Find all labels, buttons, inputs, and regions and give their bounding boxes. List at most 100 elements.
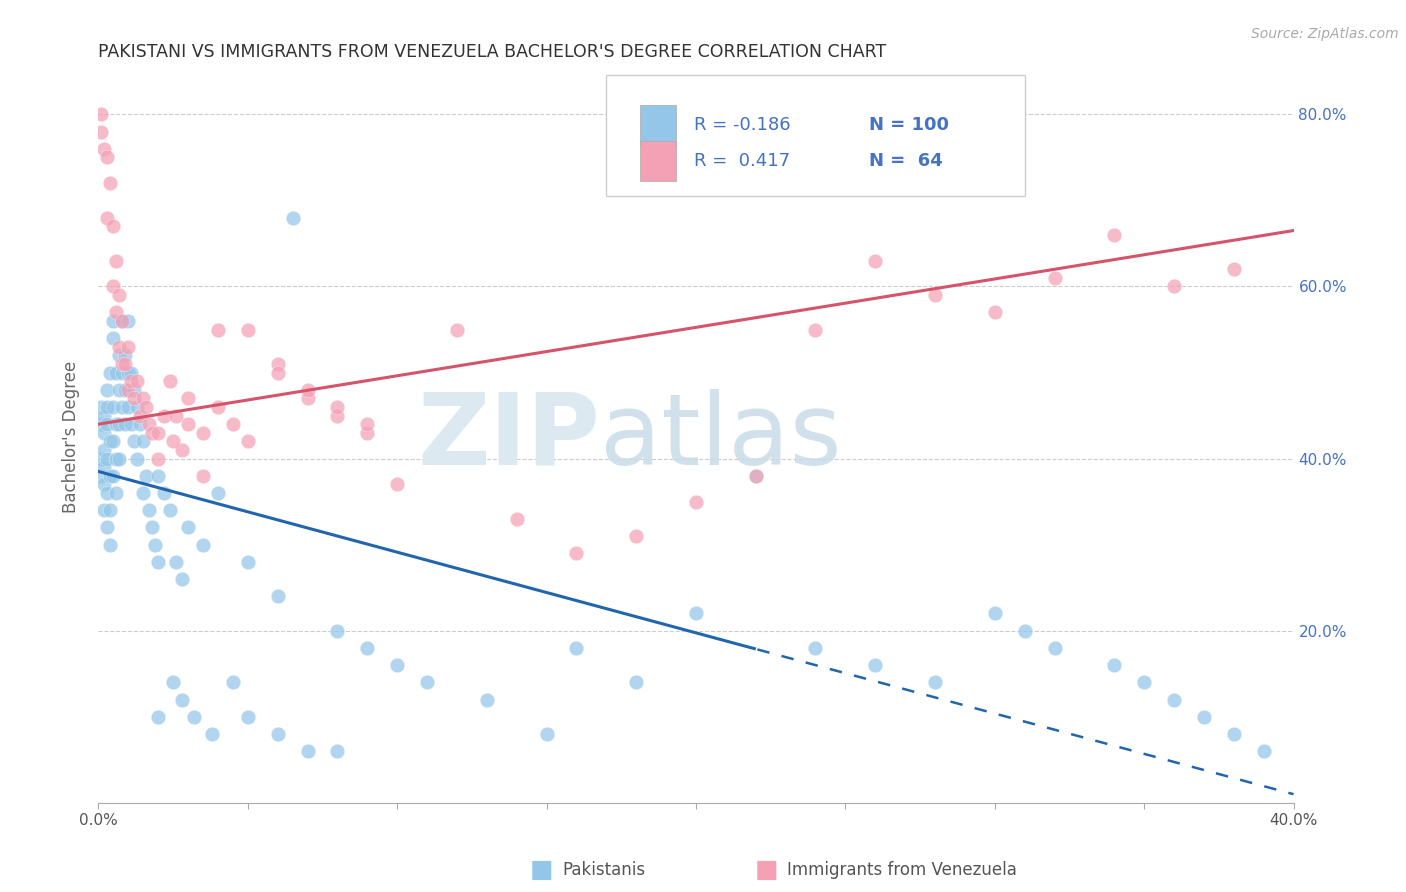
Point: [297, 383, 319, 397]
Point: [475, 692, 498, 706]
Point: [111, 314, 134, 328]
Text: atlas: atlas: [600, 389, 842, 485]
Point: [96, 400, 118, 414]
Point: [93, 425, 115, 440]
Point: [114, 348, 136, 362]
Point: [90, 400, 112, 414]
Point: [124, 383, 146, 397]
Point: [1043, 271, 1066, 285]
Point: [90, 451, 112, 466]
Point: [685, 607, 707, 621]
Point: [1104, 227, 1126, 242]
Point: [236, 710, 259, 724]
Text: ■: ■: [530, 858, 553, 881]
Point: [297, 744, 319, 758]
Point: [201, 727, 224, 741]
Point: [103, 468, 125, 483]
Point: [267, 357, 290, 371]
Point: [356, 425, 378, 440]
Point: [132, 486, 155, 500]
Point: [267, 589, 290, 603]
Point: [103, 314, 125, 328]
Point: [326, 744, 349, 758]
Point: [98, 538, 122, 552]
Point: [96, 150, 118, 164]
Point: [267, 366, 290, 380]
Point: [129, 417, 152, 432]
Point: [165, 409, 187, 423]
Point: [138, 503, 160, 517]
Point: [385, 477, 409, 491]
Point: [120, 374, 142, 388]
Point: [148, 425, 170, 440]
Point: [105, 305, 128, 319]
Point: [135, 468, 157, 483]
Text: Immigrants from Venezuela: Immigrants from Venezuela: [787, 861, 1017, 879]
Text: ■: ■: [755, 858, 778, 881]
Point: [90, 468, 112, 483]
Point: [177, 392, 200, 406]
Point: [1192, 710, 1215, 724]
Point: [117, 400, 139, 414]
Point: [191, 425, 214, 440]
Point: [804, 640, 827, 655]
Point: [103, 434, 125, 449]
Point: [183, 710, 205, 724]
Point: [117, 340, 139, 354]
Point: [984, 305, 1007, 319]
Point: [93, 460, 115, 475]
Point: [132, 392, 155, 406]
Point: [127, 400, 149, 414]
Point: [1163, 279, 1185, 293]
Point: [1043, 640, 1066, 655]
Point: [1014, 624, 1036, 638]
Point: [117, 366, 139, 380]
Point: [148, 555, 170, 569]
Point: [159, 503, 181, 517]
Point: [108, 288, 131, 302]
Point: [236, 555, 259, 569]
Point: [138, 417, 160, 432]
Point: [162, 434, 184, 449]
Point: [105, 451, 128, 466]
Text: N =  64: N = 64: [869, 153, 943, 170]
FancyBboxPatch shape: [606, 75, 1025, 195]
Point: [865, 253, 887, 268]
Point: [685, 494, 707, 508]
Point: [96, 211, 118, 225]
Point: [984, 607, 1007, 621]
Point: [804, 322, 827, 336]
Point: [103, 400, 125, 414]
Point: [120, 417, 142, 432]
Point: [165, 555, 187, 569]
Point: [93, 409, 115, 423]
Point: [141, 520, 163, 534]
Point: [111, 357, 134, 371]
Point: [98, 434, 122, 449]
Point: [153, 486, 176, 500]
Point: [117, 314, 139, 328]
Text: ZIP: ZIP: [418, 389, 600, 485]
Text: R =  0.417: R = 0.417: [693, 153, 790, 170]
Point: [326, 624, 349, 638]
Point: [124, 434, 146, 449]
Text: N = 100: N = 100: [869, 116, 949, 134]
Point: [108, 417, 131, 432]
Point: [267, 727, 290, 741]
Point: [96, 417, 118, 432]
Point: [127, 374, 149, 388]
Point: [143, 538, 166, 552]
Text: Source: ZipAtlas.com: Source: ZipAtlas.com: [1251, 27, 1399, 41]
Point: [745, 468, 768, 483]
Point: [536, 727, 558, 741]
Point: [96, 451, 118, 466]
Point: [98, 366, 122, 380]
Point: [565, 640, 588, 655]
Point: [297, 392, 319, 406]
Point: [98, 176, 122, 190]
Point: [1133, 675, 1156, 690]
Text: PAKISTANI VS IMMIGRANTS FROM VENEZUELA BACHELOR'S DEGREE CORRELATION CHART: PAKISTANI VS IMMIGRANTS FROM VENEZUELA B…: [98, 44, 887, 62]
Point: [103, 279, 125, 293]
Point: [141, 425, 163, 440]
Bar: [640, 141, 676, 181]
